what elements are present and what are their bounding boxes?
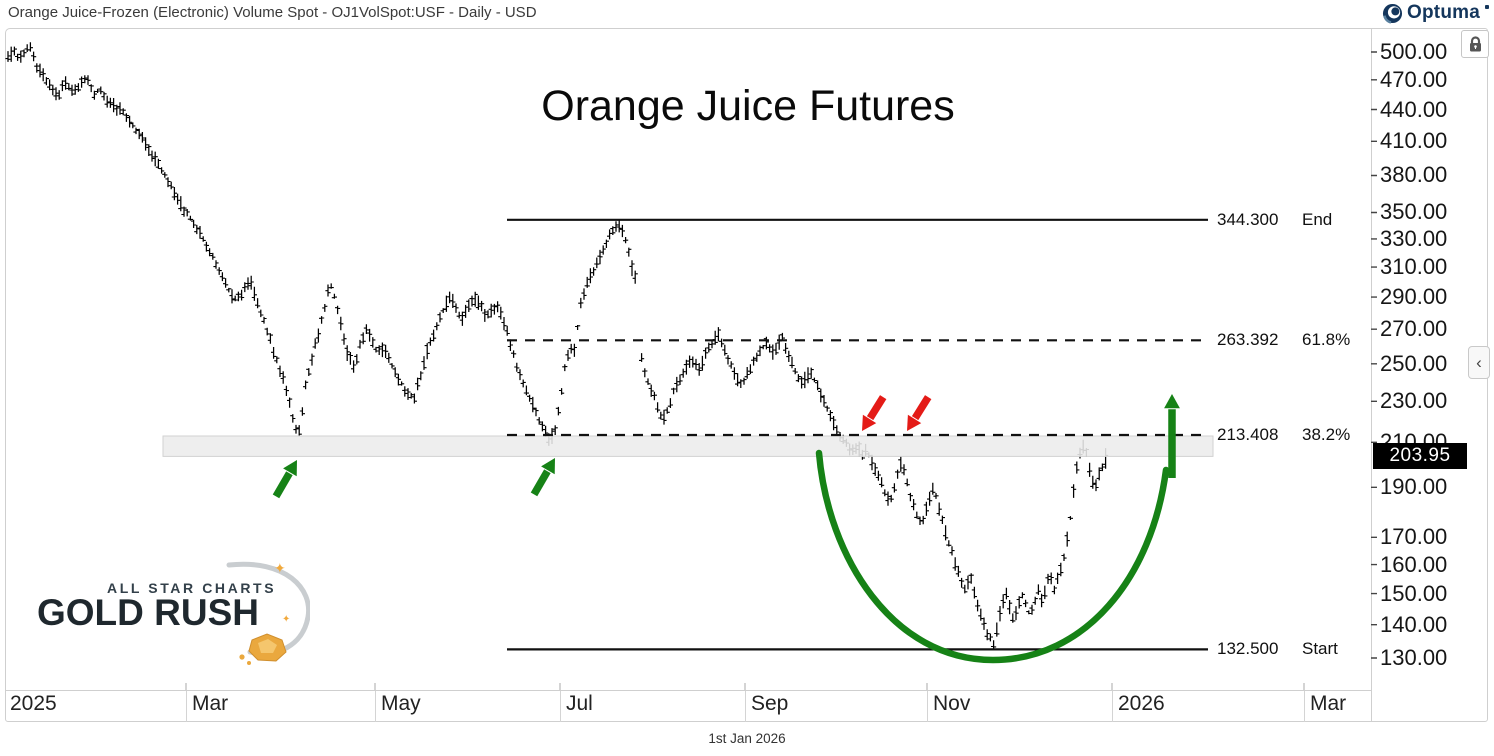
price-axis-label: 190.00 bbox=[1380, 474, 1448, 500]
date-axis-label: 2026 bbox=[1118, 692, 1165, 715]
price-axis-label: 130.00 bbox=[1380, 645, 1448, 670]
watermark-line2: GOLD RUSH bbox=[37, 592, 259, 633]
level-price-label: 132.500 bbox=[1217, 639, 1279, 659]
price-axis-label: 500.00 bbox=[1380, 39, 1448, 64]
price-axis-label: 440.00 bbox=[1380, 96, 1448, 122]
date-axis-divider bbox=[375, 691, 376, 722]
price-axis-label: 230.00 bbox=[1380, 388, 1448, 414]
optuma-brand: Optuma bbox=[1382, 2, 1489, 24]
date-axis-label: Mar bbox=[192, 692, 229, 715]
date-axis-label: 2025 bbox=[10, 692, 57, 715]
padlock-icon bbox=[1469, 35, 1481, 51]
all-star-charts-gold-rush-logo: ✦ ✦ ALL STAR CHARTS GOLD RUSH bbox=[36, 556, 310, 671]
price-axis-separator bbox=[1371, 28, 1372, 722]
level-price-label: 263.392 bbox=[1217, 330, 1279, 350]
date-axis-divider bbox=[560, 691, 561, 722]
sparkle-icon: ✦ bbox=[274, 560, 286, 576]
window-header: Orange Juice-Frozen (Electronic) Volume … bbox=[0, 0, 1494, 27]
date-axis-divider bbox=[927, 691, 928, 722]
gold-rush-swoosh-icon bbox=[226, 561, 310, 665]
price-axis-label: 140.00 bbox=[1380, 611, 1448, 637]
date-axis-label: Mar bbox=[1310, 692, 1347, 715]
date-axis-label: Nov bbox=[933, 692, 971, 715]
price-axis-label: 350.00 bbox=[1380, 199, 1448, 225]
date-axis-divider bbox=[186, 691, 187, 722]
price-axis-label: 380.00 bbox=[1380, 162, 1448, 188]
brand-name: Optuma bbox=[1407, 2, 1480, 23]
price-axis-label: 170.00 bbox=[1380, 524, 1448, 550]
price-axis-label: 330.00 bbox=[1380, 225, 1448, 251]
price-axis-label: 410.00 bbox=[1380, 128, 1448, 154]
price-axis-label: 290.00 bbox=[1380, 284, 1448, 310]
price-axis-label: 250.00 bbox=[1380, 350, 1448, 376]
sparkle-icon: ✦ bbox=[282, 614, 291, 625]
level-tag-label: End bbox=[1302, 209, 1333, 229]
level-tag-label: 61.8% bbox=[1302, 330, 1351, 350]
chart-window-title: Orange Juice-Frozen (Electronic) Volume … bbox=[8, 4, 537, 21]
date-axis-divider bbox=[1304, 691, 1305, 722]
cursor-date-label: 1st Jan 2026 bbox=[708, 731, 786, 746]
price-axis-label: 470.00 bbox=[1380, 66, 1448, 92]
collapse-panel-button[interactable]: ‹ bbox=[1468, 346, 1490, 379]
chart-title: Orange Juice Futures bbox=[541, 82, 955, 130]
brand-trademark-dot bbox=[1485, 5, 1489, 9]
date-axis-label: Jul bbox=[566, 692, 593, 715]
optuma-logo-icon bbox=[1382, 3, 1403, 24]
level-tag-label: Start bbox=[1302, 639, 1338, 659]
date-axis-label: May bbox=[381, 692, 421, 715]
level-price-label: 344.300 bbox=[1217, 209, 1279, 229]
last-price-badge: 203.95 bbox=[1373, 443, 1467, 469]
price-axis-label: 160.00 bbox=[1380, 551, 1448, 577]
date-axis-separator bbox=[5, 690, 1371, 691]
date-axis-divider bbox=[745, 691, 746, 722]
level-price-label: 213.408 bbox=[1217, 425, 1279, 444]
lock-button[interactable] bbox=[1461, 30, 1489, 58]
price-axis-label: 150.00 bbox=[1380, 580, 1448, 606]
level-tag-label: 38.2% bbox=[1302, 425, 1351, 444]
date-axis-label: Sep bbox=[751, 692, 789, 715]
watermark-line1: ALL STAR CHARTS bbox=[107, 580, 277, 596]
price-axis-label: 310.00 bbox=[1380, 254, 1448, 280]
price-axis-label: 270.00 bbox=[1380, 316, 1448, 342]
date-axis-divider bbox=[1112, 691, 1113, 722]
